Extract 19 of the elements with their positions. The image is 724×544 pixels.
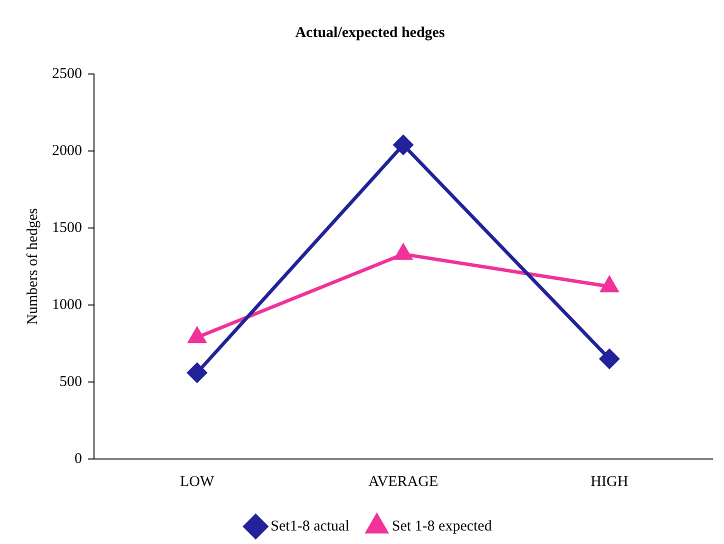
- x-tick-label: AVERAGE: [368, 474, 438, 490]
- legend-label: Set1-8 actual: [270, 518, 350, 534]
- point: [188, 328, 206, 344]
- y-tick-label: 2000: [52, 142, 82, 159]
- x-tick-label: LOW: [180, 474, 215, 490]
- point: [600, 349, 620, 369]
- y-tick-label: 1000: [52, 296, 82, 313]
- y-tick-label: 2500: [52, 66, 82, 82]
- y-tick-label: 0: [74, 450, 82, 467]
- point: [394, 135, 413, 155]
- legend-label: Set 1-8 expected: [392, 518, 492, 534]
- y-tick-label: 1500: [52, 220, 82, 236]
- y-tick-label: 500: [60, 374, 82, 390]
- y-axis-title: Numbers of hedges: [24, 208, 41, 325]
- x-tick-label: HIGH: [590, 474, 628, 490]
- point: [187, 363, 207, 383]
- point: [394, 244, 412, 260]
- chart-title: Actual/expected hedges: [295, 24, 445, 41]
- point: [600, 276, 618, 292]
